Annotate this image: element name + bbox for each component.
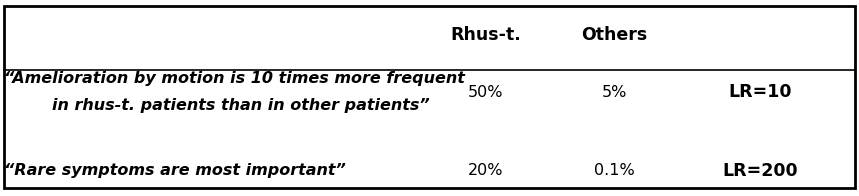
Text: in rhus-t. patients than in other patients”: in rhus-t. patients than in other patien… [52,98,430,113]
Text: 50%: 50% [467,85,503,100]
FancyBboxPatch shape [4,6,855,188]
Text: 20%: 20% [467,163,503,178]
Text: “Amelioration by motion is 10 times more frequent: “Amelioration by motion is 10 times more… [4,71,466,86]
Text: Rhus-t.: Rhus-t. [450,26,521,44]
Text: “Rare symptoms are most important”: “Rare symptoms are most important” [4,163,346,178]
Text: LR=200: LR=200 [722,162,798,180]
Text: LR=10: LR=10 [728,83,792,101]
Text: 5%: 5% [601,85,627,100]
Text: 0.1%: 0.1% [594,163,635,178]
Text: Others: Others [581,26,648,44]
